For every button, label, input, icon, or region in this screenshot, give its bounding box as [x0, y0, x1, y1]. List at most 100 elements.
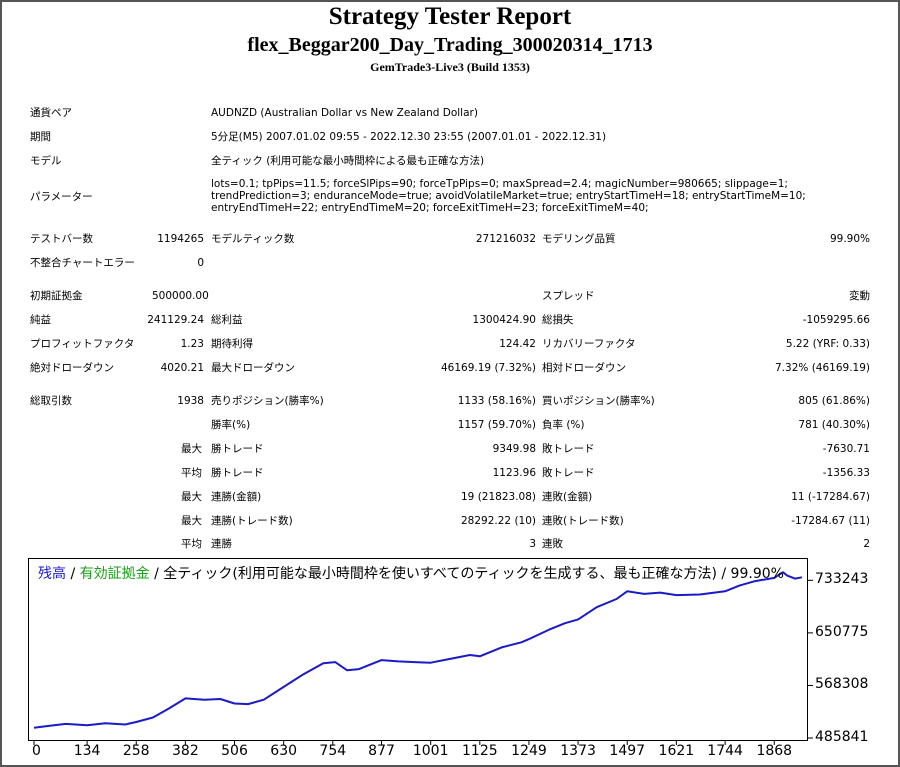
win-rate-label: 勝率(%) [211, 419, 251, 431]
model-value: 全ティック (利用可能な最小時間枠による最も正確な方法) [211, 155, 485, 167]
pair-value: AUDNZD (Australian Dollar vs New Zealand… [211, 107, 478, 119]
x-tick-label: 877 [368, 743, 395, 759]
long-positions-value: 805 (61.86%) [798, 395, 870, 407]
x-tick-label: 506 [221, 743, 248, 759]
bars-value: 1194265 [157, 233, 204, 245]
consec-wins-amount-value: 19 (21823.08) [461, 491, 536, 503]
net-profit-value: 241129.24 [147, 314, 204, 326]
largest-win-value: 9349.98 [492, 443, 536, 455]
largest-loss-value: -7630.71 [822, 443, 870, 455]
consec-wins-count-label: 連勝(トレード数) [211, 515, 293, 527]
balance-chart [28, 558, 813, 745]
avg-loss-label: 敗トレード [542, 467, 595, 479]
report-title: Strategy Tester Report [328, 3, 572, 30]
max-drawdown-value: 46169.19 (7.32%) [441, 362, 536, 374]
avg-win-label: 勝トレード [211, 467, 264, 479]
total-trades-label: 総取引数 [30, 395, 72, 407]
x-tick-label: 754 [319, 743, 347, 759]
quality-value: 99.90% [829, 233, 870, 245]
pair-label: 通貨ペア [30, 107, 72, 119]
rel-drawdown-label: 相対ドローダウン [542, 362, 626, 374]
consec-wins-amount-label: 連勝(金額) [211, 491, 262, 503]
balance-series-line [33, 571, 803, 729]
x-tick-label: 1497 [609, 743, 646, 759]
expected-payoff-value: 124.42 [499, 338, 536, 350]
y-tick-label: 485841 [815, 729, 869, 745]
ticks-label: モデルティック数 [211, 233, 295, 245]
period-label: 期間 [30, 131, 51, 143]
win-rate-value: 1157 (59.70%) [457, 419, 536, 431]
largest-win-label: 勝トレード [211, 443, 264, 455]
x-tick-label: 0 [32, 743, 41, 759]
deposit-value: 500000.00 [152, 290, 209, 302]
profit-factor-label: プロフィットファクタ [30, 338, 135, 350]
params-value: lots=0.1; tpPips=11.5; forceSlPips=90; f… [211, 178, 806, 214]
plot-area [28, 558, 808, 741]
legend-separator: / [66, 566, 80, 582]
gross-profit-label: 総利益 [211, 314, 243, 326]
loss-rate-value: 781 (40.30%) [798, 419, 870, 431]
largest-loss-label: 敗トレード [542, 443, 595, 455]
y-tick-label: 733243 [815, 571, 869, 588]
x-tick-label: 382 [172, 743, 199, 759]
avg-consec-losses-value: 2 [863, 538, 870, 550]
loss-rate-label: 負率 (%) [542, 419, 585, 431]
avg-consec-losses-label: 連敗 [542, 538, 563, 550]
spread-value: 変動 [849, 290, 870, 302]
x-tick-label: 1744 [707, 743, 743, 759]
rel-drawdown-value: 7.32% (46169.19) [775, 362, 870, 374]
ticks-value: 271216032 [475, 233, 536, 245]
profit-factor-value: 1.23 [180, 338, 204, 350]
deposit-label: 初期証拠金 [30, 290, 83, 302]
abs-drawdown-value: 4020.21 [160, 362, 204, 374]
x-tick-label: 1373 [560, 743, 596, 759]
avg-prefix: 平均 [181, 467, 202, 479]
y-tick-label: 568308 [815, 676, 869, 693]
mismatch-value: 0 [197, 257, 204, 269]
consec-wins-count-value: 28292.22 (10) [461, 515, 536, 527]
net-profit-label: 純益 [30, 314, 51, 326]
avg-consec-wins-value: 3 [529, 538, 536, 550]
mismatch-label: 不整合チャートエラー [30, 257, 135, 269]
max-drawdown-label: 最大ドローダウン [211, 362, 295, 374]
consec-losses-count-value: -17284.67 (11) [791, 515, 870, 527]
x-tick-label: 1249 [511, 743, 547, 759]
report-subtitle: flex_Beggar200_Day_Trading_300020314_171… [247, 34, 653, 56]
short-positions-value: 1133 (58.16%) [457, 395, 536, 407]
bars-label: テストバー数 [30, 233, 93, 245]
max-prefix: 最大 [181, 443, 202, 455]
max-prefix: 最大 [181, 515, 202, 527]
server-name: GemTrade3-Live3 (Build 1353) [370, 60, 530, 74]
avg-win-value: 1123.96 [492, 467, 536, 479]
recovery-factor-label: リカバリーファクタ [542, 338, 636, 350]
consec-losses-amount-label: 連敗(金額) [542, 491, 593, 503]
gross-loss-label: 総損失 [542, 314, 574, 326]
avg-prefix: 平均 [181, 538, 202, 550]
short-positions-label: 売りポジション(勝率%) [211, 395, 324, 407]
x-tick-label: 1125 [462, 743, 498, 759]
consec-losses-amount-value: 11 (-17284.67) [791, 491, 870, 503]
gross-profit-value: 1300424.90 [472, 314, 536, 326]
quality-label: モデリング品質 [542, 233, 616, 245]
x-tick-label: 1001 [412, 743, 449, 759]
long-positions-label: 買いポジション(勝率%) [542, 395, 655, 407]
recovery-factor-value: 5.22 (YRF: 0.33) [785, 338, 870, 350]
x-tick-label: 258 [122, 743, 150, 759]
legend-description: / 全ティック(利用可能な最小時間枠を使いすべてのティックを生成する、最も正確な… [149, 566, 784, 582]
y-tick-label: 650775 [815, 623, 869, 640]
legend-equity: 有効証拠金 [79, 566, 150, 582]
x-tick-label: 1621 [658, 743, 695, 759]
gross-loss-value: -1059295.66 [802, 314, 870, 326]
consec-losses-count-label: 連敗(トレード数) [542, 515, 624, 527]
abs-drawdown-label: 絶対ドローダウン [30, 362, 114, 374]
params-label: パラメーター [30, 191, 93, 203]
model-label: モデル [30, 155, 62, 167]
avg-loss-value: -1356.33 [822, 467, 870, 479]
period-value: 5分足(M5) 2007.01.02 09:55 - 2022.12.30 23… [211, 131, 607, 143]
x-tick-label: 134 [73, 743, 101, 759]
legend-balance: 残高 [38, 566, 66, 582]
x-tick-label: 1868 [756, 743, 793, 759]
chart-legend: 残高 / 有効証拠金 / 全ティック(利用可能な最小時間枠を使いすべてのティック… [38, 563, 784, 583]
spread-label: スプレッド [542, 290, 595, 302]
x-tick-label: 630 [270, 743, 298, 759]
